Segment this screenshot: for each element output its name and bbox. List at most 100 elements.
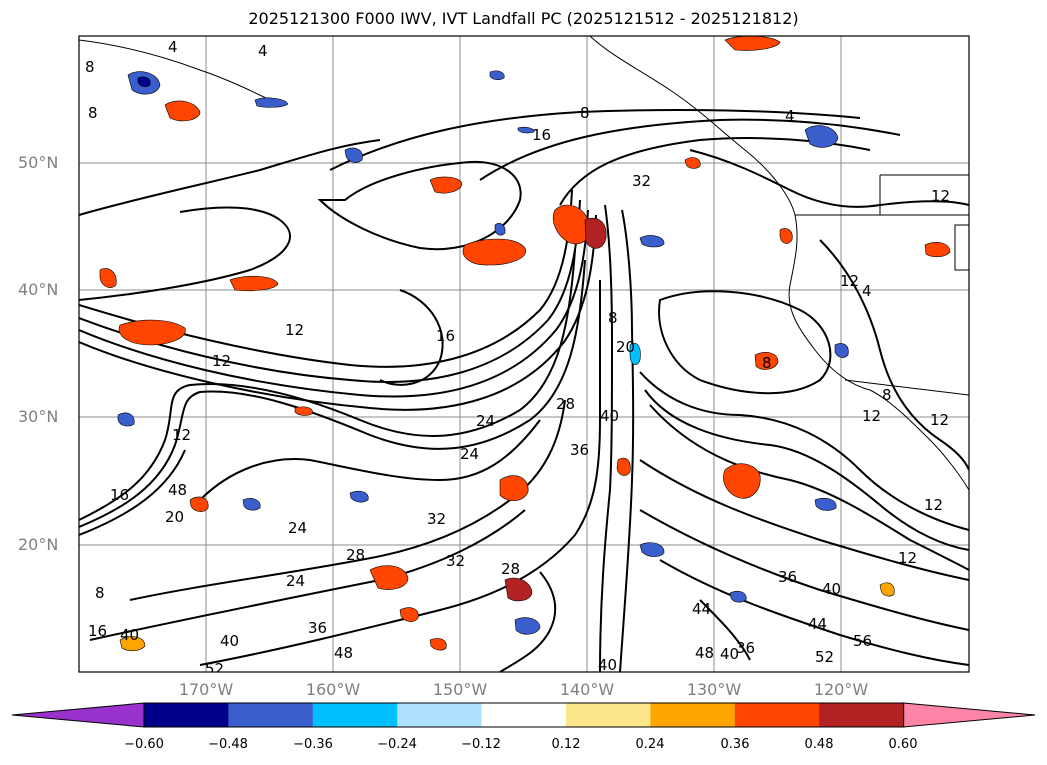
ivt-patch-negative: [639, 235, 665, 248]
ivt-patch-positive: [879, 582, 895, 597]
ivt-patch-positive: [429, 176, 463, 194]
contour-label: 40: [822, 580, 841, 598]
contour-label: 44: [692, 600, 711, 618]
ivt-patch-positive: [189, 496, 209, 512]
contour-label: 16: [88, 622, 107, 640]
colorbar-segment: [734, 703, 820, 727]
contour-label: 12: [898, 549, 917, 567]
ivt-patch-positive: [504, 577, 533, 602]
contour-line: [658, 290, 832, 395]
ivt-patch-positive: [369, 565, 409, 590]
contour-label: 8: [762, 354, 772, 372]
lon-label-150w: 150°W: [432, 680, 488, 699]
contour-label: 8: [88, 104, 98, 122]
contour-label: 36: [736, 639, 755, 657]
border: [954, 224, 969, 271]
contour-line: [79, 214, 597, 411]
ivt-patch-positive: [552, 204, 591, 245]
contour-line: [619, 209, 635, 672]
ivt-patch-negative: [514, 617, 541, 635]
contour-label: 8: [608, 309, 618, 327]
ivt-patch-negative: [494, 223, 506, 236]
colorbar-tick-label: −0.48: [208, 737, 248, 752]
colorbar-segment: [566, 703, 651, 727]
colorbar-extend-high: [903, 702, 1036, 728]
contour-line: [599, 204, 614, 672]
contour-label: 12: [930, 411, 949, 429]
colorbar-tick-label: 0.12: [551, 737, 581, 752]
ivt-patch-positive: [118, 319, 186, 346]
colorbar-frame: [143, 702, 905, 728]
contour-label: 40: [600, 407, 619, 425]
contour-line: [129, 399, 566, 601]
graticule: [79, 36, 969, 672]
contour-line: [639, 459, 969, 581]
contour-line: [79, 206, 291, 301]
contour-label: 48: [695, 644, 714, 662]
contour-label: 20: [616, 338, 635, 356]
contour-label: 12: [285, 321, 304, 339]
contour-label: 40: [220, 632, 239, 650]
lat-label-30n: 30°N: [18, 407, 59, 426]
map-title: 2025121300 F000 IWV, IVT Landfall PC (20…: [248, 9, 799, 28]
ivt-patch-negative: [344, 147, 363, 163]
colorbar-segment: [312, 703, 398, 727]
contour-label: 52: [205, 660, 224, 678]
colorbar-segment: [144, 703, 229, 727]
ivt-patch-positive: [616, 457, 631, 476]
contour-label: 12: [172, 426, 191, 444]
colorbar-tick-label: 0.60: [888, 737, 918, 752]
contour-label: 32: [427, 510, 446, 528]
coastline: [79, 39, 281, 106]
coastline: [788, 214, 969, 491]
ivt-patch-negative: [117, 412, 135, 427]
ivt-patch-negative: [814, 497, 837, 511]
ivt-patch-positive: [119, 636, 146, 652]
contour-line: [199, 419, 541, 501]
contour-label: 16: [110, 486, 129, 504]
contour-line: [79, 449, 186, 536]
contour-line: [199, 280, 602, 666]
contour-label: 8: [95, 584, 105, 602]
contour-label: 8: [85, 58, 95, 76]
lon-label-160w: 160°W: [305, 680, 361, 699]
colorbar-extend-low: [11, 702, 145, 728]
contour-label: 16: [436, 327, 455, 345]
contour-line: [79, 249, 576, 521]
ivt-patch-negative: [242, 498, 261, 511]
contour-label: 40: [720, 645, 739, 663]
ivt-patch-positive: [229, 275, 279, 292]
colorbar-tick-label: 0.24: [635, 737, 665, 752]
contour-label: 36: [308, 619, 327, 637]
contour-label: 24: [288, 519, 307, 537]
contour-label: 36: [570, 441, 589, 459]
contour-line: [689, 149, 969, 208]
contour-label: 8: [580, 104, 590, 122]
ivt-patch-negative: [489, 70, 505, 81]
ivt-patch-positive: [924, 242, 951, 258]
contour-label: 28: [346, 546, 365, 564]
ivt-patch-positive: [723, 463, 761, 499]
contour-label: 12: [862, 407, 881, 425]
contour-label: 48: [334, 644, 353, 662]
lat-label-20n: 20°N: [18, 535, 59, 554]
lon-label-130w: 130°W: [686, 680, 742, 699]
contour-label: 28: [556, 395, 575, 413]
ivt-patch-positive: [584, 217, 607, 249]
colorbar-tick-label: −0.36: [293, 737, 333, 752]
colorbar-segment: [819, 703, 905, 727]
colorbar-tick-label: 0.36: [720, 737, 750, 752]
ivt-patch-positive: [779, 228, 793, 244]
contour-line: [699, 599, 751, 661]
contour-label: 24: [460, 445, 479, 463]
ivt-patch-negative: [137, 76, 151, 87]
contour-label: 12: [924, 496, 943, 514]
ivt-patch-negative: [804, 125, 839, 148]
colorbar-tick-label: 0.48: [804, 737, 834, 752]
contour-line: [379, 289, 444, 386]
border: [879, 174, 969, 215]
contour-label: 4: [168, 38, 178, 56]
ivt-patch-positive: [462, 238, 527, 266]
ivt-patch-negative: [629, 342, 641, 365]
contour-label: 40: [598, 656, 617, 674]
